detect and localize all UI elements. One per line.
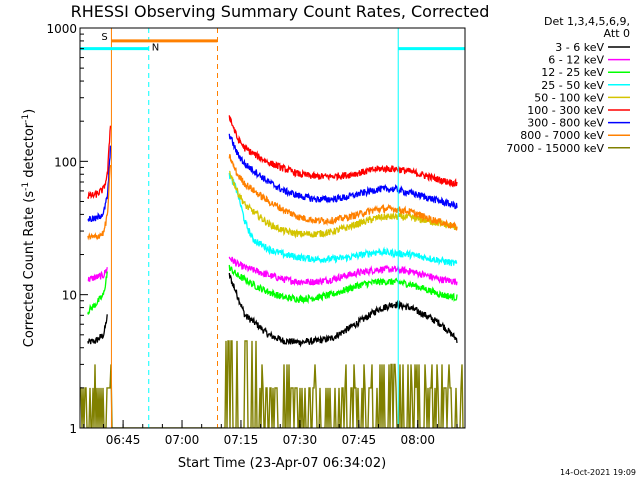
series-line-1-0	[87, 267, 108, 283]
plot-frame	[79, 27, 466, 429]
legend-label-0: 3 - 6 keV	[555, 41, 604, 54]
timestamp: 14-Oct-2021 19:09	[560, 468, 636, 477]
series-7	[87, 154, 458, 241]
y-axis-label-sup-1: -1	[21, 182, 31, 191]
x-tick-label-2: 07:15	[224, 433, 259, 447]
y-axis-label: Corrected Count Rate (s-1 detector-1)	[21, 109, 37, 347]
series-line-0-1	[228, 272, 458, 348]
x-axis: 06:45 07:00 07:15 07:30 07:45 08:00	[83, 420, 458, 447]
series-line-0-0	[87, 314, 108, 345]
legend-label-1: 6 - 12 keV	[548, 54, 604, 67]
x-tick-label-5: 08:00	[400, 433, 435, 447]
series-8	[80, 340, 465, 428]
series-line-6-0	[87, 145, 112, 222]
annotation-bar-label-1: N	[152, 43, 159, 54]
series-line-5-0	[87, 125, 112, 200]
series-2	[87, 264, 458, 316]
series-line-7-0	[87, 164, 112, 241]
series-line-1-1	[228, 256, 458, 287]
legend-label-4: 50 - 100 keV	[534, 91, 604, 104]
series-line-4-0	[228, 170, 458, 239]
series-1	[87, 256, 458, 287]
legend-header-1: Det 1,3,4,5,6,9,	[544, 15, 630, 28]
series-line-6-1	[228, 133, 458, 210]
x-tick-label-4: 07:45	[342, 433, 377, 447]
annotation-bar-label-0: S	[101, 32, 107, 43]
series-3	[228, 172, 458, 267]
y-tick-label-1: 10	[62, 289, 77, 303]
y-axis-label-part-1: Corrected Count Rate (s	[22, 191, 37, 348]
legend-label-2: 12 - 25 keV	[541, 66, 604, 79]
legend-header-2: Att 0	[604, 27, 630, 40]
y-axis: 1 10 100 1000	[46, 22, 88, 436]
x-tick-label-1: 07:00	[165, 433, 200, 447]
x-tick-label-3: 07:30	[283, 433, 318, 447]
series-line-8	[80, 340, 465, 428]
series-5	[87, 115, 458, 200]
series-4	[228, 170, 458, 239]
x-tick-label-0: 06:45	[106, 433, 141, 447]
legend-label-8: 7000 - 15000 keV	[506, 142, 604, 155]
y-tick-label-0: 1	[69, 422, 77, 436]
y-axis-label-part-2: detector	[22, 122, 37, 182]
y-axis-label-sup-2: -1	[21, 114, 31, 123]
series-layer	[80, 115, 465, 428]
y-axis-label-part-3: )	[22, 109, 37, 114]
y-tick-label-3: 1000	[46, 22, 77, 36]
x-axis-label: Start Time (23-Apr-07 06:34:02)	[178, 456, 386, 471]
legend-label-3: 25 - 50 keV	[541, 79, 604, 92]
legend-label-7: 800 - 7000 keV	[520, 129, 604, 142]
series-line-2-0	[87, 271, 108, 316]
series-0	[87, 272, 458, 348]
chart-title: RHESSI Observing Summary Count Rates, Co…	[71, 2, 490, 21]
legend-label-6: 300 - 800 keV	[527, 117, 604, 130]
series-line-5-1	[228, 115, 458, 188]
series-line-3-0	[228, 172, 458, 267]
series-line-2-1	[228, 264, 458, 305]
y-tick-label-2: 100	[54, 155, 77, 169]
series-line-7-1	[228, 154, 458, 231]
legend-label-5: 100 - 300 keV	[527, 104, 604, 117]
series-6	[87, 133, 458, 222]
